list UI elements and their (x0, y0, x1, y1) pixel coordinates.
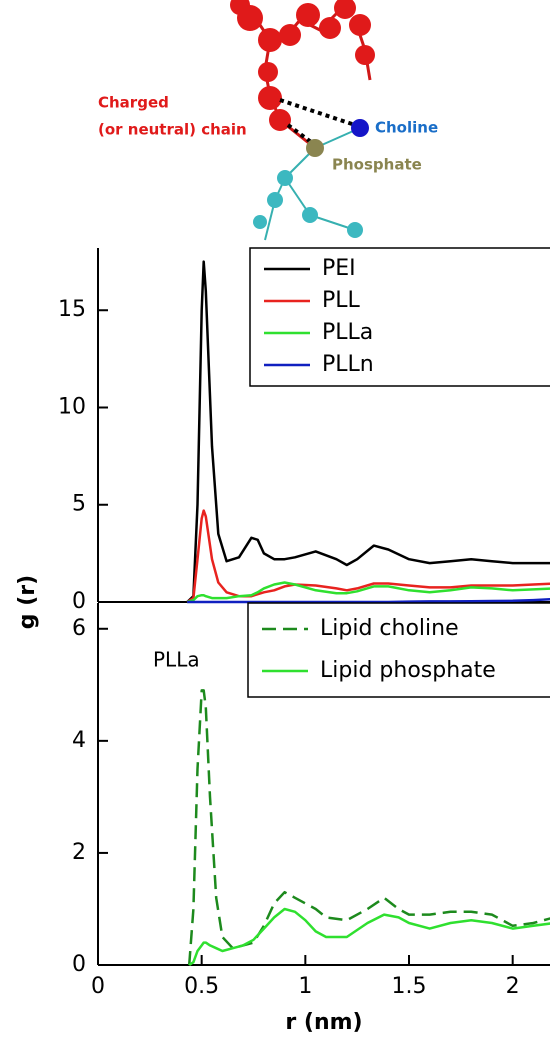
y-tick-label: 5 (72, 492, 86, 517)
y-tick-label: 6 (72, 616, 86, 641)
legend-label: PLLn (322, 352, 374, 377)
molecule-illustration: Charged (or neutral) chain Choline Phosp… (98, 0, 438, 241)
series-line (186, 260, 550, 603)
chain-label: (or neutral) chain (98, 121, 247, 139)
series-line (187, 689, 550, 966)
legend-label: Lipid phosphate (320, 658, 496, 683)
annotation: PLLa (153, 648, 200, 672)
x-axis-label: r (nm) (285, 1010, 362, 1035)
series-line (187, 598, 550, 604)
choline-label: Choline (375, 119, 438, 137)
x-tick-label: 1 (298, 974, 312, 999)
y-axis-label: g (r) (15, 575, 40, 629)
legend-box (247, 602, 550, 698)
y-tick-label: 0 (72, 952, 86, 977)
y-tick-label: 10 (58, 394, 86, 419)
x-tick-label: 2 (506, 974, 520, 999)
x-tick-label: 0 (91, 974, 105, 999)
legend-label: PLL (322, 288, 361, 313)
phosphate-label: Phosphate (332, 156, 422, 174)
x-tick-label: 1.5 (392, 974, 427, 999)
x-tick-label: 0.5 (184, 974, 219, 999)
series-line (186, 581, 550, 604)
series-line (186, 509, 550, 604)
y-tick-label: 4 (72, 728, 86, 753)
legend-label: PLLa (322, 320, 373, 345)
y-tick-label: 2 (72, 840, 86, 865)
chain-label: Charged (98, 94, 169, 112)
y-tick-label: 15 (58, 297, 86, 322)
series-line (188, 907, 550, 967)
legend-label: PEI (322, 256, 356, 281)
y-tick-label: 0 (72, 589, 86, 614)
legend-box (249, 247, 550, 387)
legend-label: Lipid choline (320, 616, 459, 641)
